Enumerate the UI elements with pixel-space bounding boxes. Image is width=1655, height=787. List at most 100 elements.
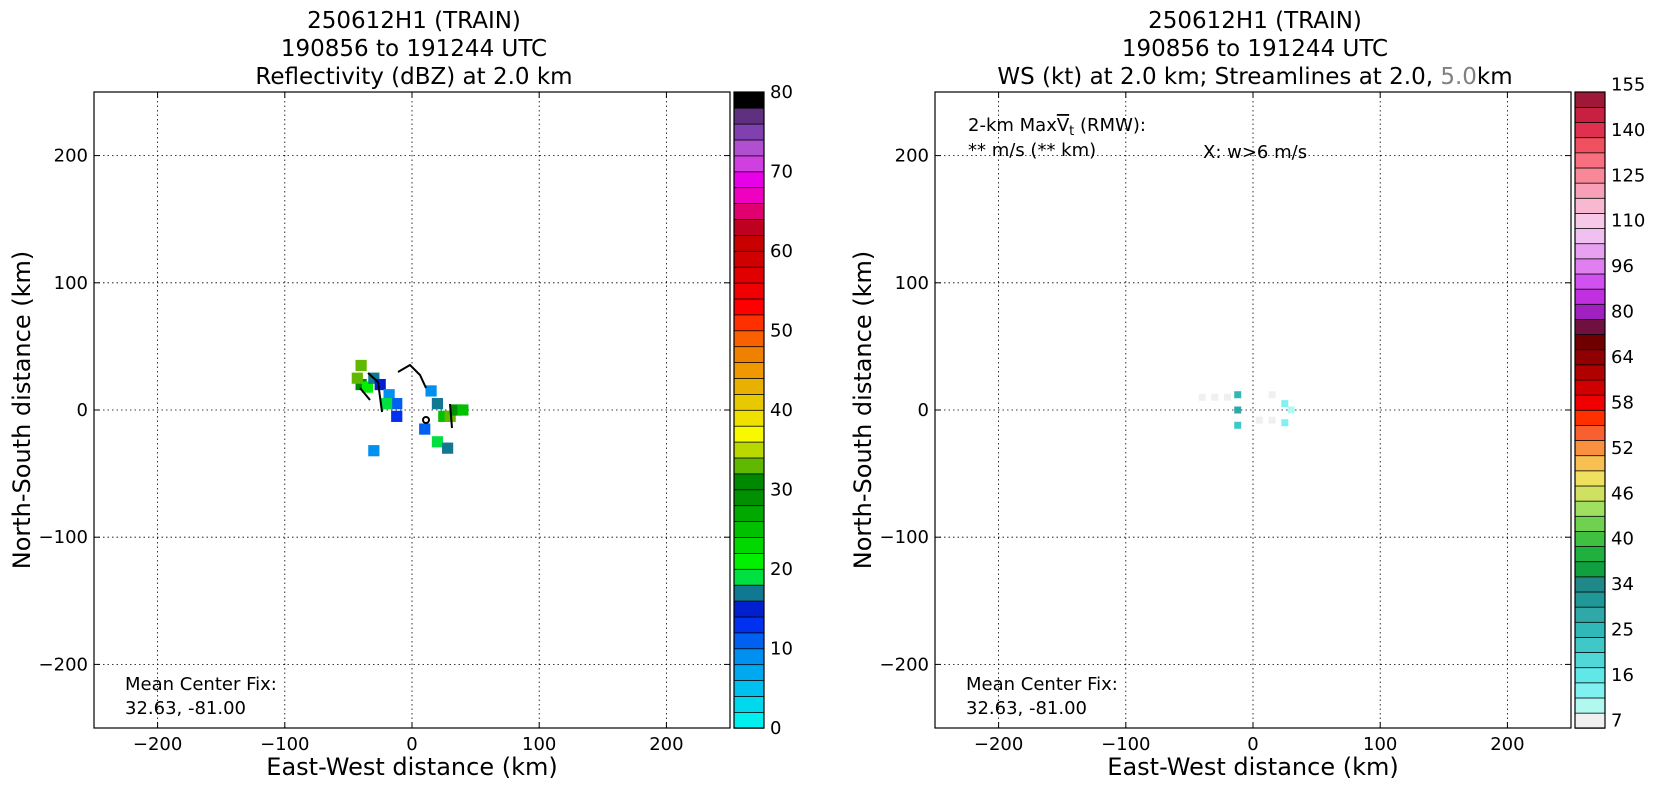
left-panel: 250612H1 (TRAIN) 190856 to 191244 UTC Re… xyxy=(8,8,793,781)
maxvt-symbol: V xyxy=(1057,115,1070,136)
x-tick-label: 100 xyxy=(1363,734,1397,755)
data-cell xyxy=(374,378,386,391)
colorbar-tick-label: 70 xyxy=(770,162,793,183)
y-tick-label: 200 xyxy=(54,146,88,167)
right-y-ticks: −200 −100 0 100 200 xyxy=(880,146,1571,675)
colorbar-bin xyxy=(733,218,765,236)
colorbar-tick-label: 40 xyxy=(1611,529,1634,550)
data-cell xyxy=(431,436,444,448)
right-title-line3-highlight: 5.0 xyxy=(1440,64,1477,90)
colorbar-tick-label: 52 xyxy=(1611,438,1634,459)
data-cell xyxy=(1255,416,1263,424)
colorbar-bin xyxy=(733,632,765,650)
right-title-line3: WS (kt) at 2.0 km; Streamlines at 2.0, 5… xyxy=(997,64,1512,90)
left-center-fix-value: 32.63, -81.00 xyxy=(125,698,246,719)
data-cell xyxy=(1234,406,1242,414)
colorbar-bin xyxy=(1574,591,1606,608)
maxvt-label: 2-km Max xyxy=(968,115,1057,136)
data-cell xyxy=(1281,400,1289,408)
colorbar-bin xyxy=(1574,500,1606,517)
x-tick-label: −200 xyxy=(974,734,1023,755)
y-tick-label: 100 xyxy=(895,273,929,294)
colorbar-bin xyxy=(733,489,765,507)
y-tick-label: −100 xyxy=(39,527,88,548)
streamline xyxy=(397,363,427,389)
colorbar-bin xyxy=(733,393,765,411)
colorbar-bin xyxy=(733,361,765,379)
data-cell xyxy=(380,398,393,410)
colorbar-bin xyxy=(1574,651,1606,669)
colorbar-bin xyxy=(733,536,765,554)
colorbar-bin xyxy=(1574,258,1606,275)
colorbar-bin xyxy=(1574,212,1606,229)
colorbar-bin xyxy=(1574,349,1606,366)
colorbar-tick-label: 30 xyxy=(770,480,793,501)
colorbar-tick-label: 7 xyxy=(1611,710,1622,731)
colorbar-bin xyxy=(733,600,765,618)
colorbar-bin xyxy=(733,266,765,284)
colorbar-bin xyxy=(733,186,765,204)
data-cell xyxy=(1211,393,1219,401)
right-center-fix-value: 32.63, -81.00 xyxy=(966,698,1087,719)
left-gridlines xyxy=(94,92,730,728)
left-colorbar: 0 10 20 30 40 50 60 70 80 xyxy=(733,82,793,739)
data-cell xyxy=(1224,393,1232,401)
colorbar-bin xyxy=(1574,697,1606,714)
colorbar-bin xyxy=(1574,561,1606,578)
colorbar-bin xyxy=(733,679,765,697)
data-cell xyxy=(383,389,395,401)
colorbar-bin xyxy=(1574,227,1606,245)
x-tick-label: −200 xyxy=(133,734,182,755)
colorbar-bin xyxy=(733,377,765,395)
colorbar-bin xyxy=(1574,303,1606,320)
left-y-axis-label: North-South distance (km) xyxy=(8,251,36,570)
y-tick-label: 200 xyxy=(895,146,929,167)
colorbar-bin xyxy=(733,648,765,666)
data-cell xyxy=(1234,391,1242,399)
data-cell xyxy=(1268,416,1276,424)
left-x-axis-label: East-West distance (km) xyxy=(266,753,557,781)
x-tick-label: −100 xyxy=(1101,734,1150,755)
right-wind-speed-field xyxy=(1198,391,1295,429)
right-x-axis-label: East-West distance (km) xyxy=(1107,753,1398,781)
colorbar-bin xyxy=(733,457,765,475)
colorbar-bin xyxy=(1574,137,1606,154)
x-tick-label: 200 xyxy=(1490,734,1524,755)
colorbar-bin xyxy=(733,695,765,713)
data-cell xyxy=(355,359,367,372)
colorbar-tick-label: 40 xyxy=(770,400,793,421)
streamline xyxy=(359,387,371,401)
y-tick-label: 0 xyxy=(918,400,929,421)
colorbar-bin xyxy=(733,552,765,570)
colorbar-tick-label: 46 xyxy=(1611,483,1634,504)
colorbar-bin xyxy=(1574,152,1606,169)
y-tick-label: 100 xyxy=(54,273,88,294)
colorbar-tick-label: 125 xyxy=(1611,165,1645,186)
colorbar-bin xyxy=(1574,167,1606,184)
colorbar-bin xyxy=(1574,121,1606,139)
colorbar-bin xyxy=(1574,424,1606,441)
data-cell xyxy=(1287,406,1295,414)
vertical-velocity-note: X: w>6 m/s xyxy=(1203,142,1307,163)
colorbar-bin xyxy=(733,345,765,363)
colorbar-frame xyxy=(1574,91,1606,729)
x-tick-label: 100 xyxy=(522,734,556,755)
colorbar-bin xyxy=(1574,606,1606,623)
colorbar-bin xyxy=(733,504,765,522)
colorbar-bin xyxy=(1574,394,1606,411)
maxvt-subscript: t xyxy=(1069,124,1074,139)
maxvt-annotation: 2-km MaxVt (RMW): xyxy=(968,115,1146,139)
colorbar-bin xyxy=(733,520,765,538)
colorbar-bin xyxy=(1574,364,1606,381)
x-tick-label: −100 xyxy=(260,734,309,755)
colorbar-bin xyxy=(1574,515,1606,532)
colorbar-bin xyxy=(733,234,765,252)
colorbar-bin xyxy=(733,616,765,634)
colorbar-bin xyxy=(733,171,765,189)
colorbar-bin xyxy=(733,282,765,300)
colorbar-bin xyxy=(733,711,765,729)
colorbar-tick-label: 16 xyxy=(1611,665,1634,686)
maxvt-value: ** m/s (** km) xyxy=(968,140,1096,161)
data-cell xyxy=(1281,419,1289,427)
